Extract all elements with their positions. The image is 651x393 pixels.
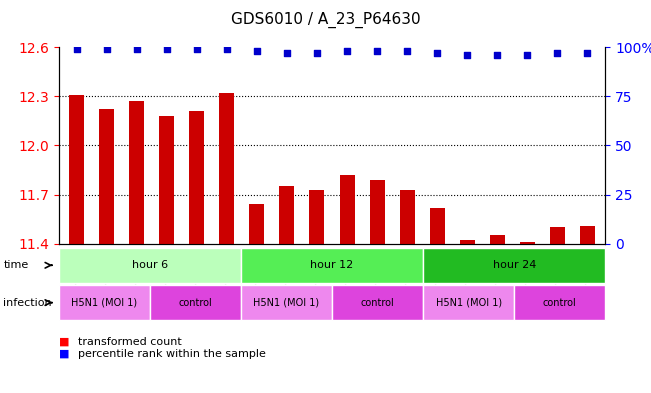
Point (252, 48, 262, 54)
Text: hour 6: hour 6 (132, 260, 168, 270)
Bar (279, 186, 294, 244)
Point (462, 52, 473, 58)
Point (582, 50, 592, 56)
Bar (519, 242, 535, 244)
Point (372, 48, 382, 54)
Text: hour 24: hour 24 (493, 260, 536, 270)
Point (102, 46, 112, 52)
Point (342, 48, 352, 54)
Bar (189, 111, 204, 244)
Text: control: control (543, 298, 577, 308)
Text: infection: infection (3, 298, 52, 308)
Point (161, 46, 172, 52)
Bar (400, 189, 415, 244)
Bar (430, 208, 445, 244)
Bar (309, 189, 324, 244)
Point (221, 46, 232, 52)
Text: control: control (178, 298, 212, 308)
Text: ■: ■ (59, 349, 69, 359)
Point (552, 50, 562, 56)
Text: GDS6010 / A_23_P64630: GDS6010 / A_23_P64630 (230, 12, 421, 28)
Text: H5N1 (MOI 1): H5N1 (MOI 1) (71, 298, 137, 308)
Bar (550, 227, 565, 244)
Bar (370, 180, 385, 244)
Bar (219, 93, 234, 244)
Text: transformed count: transformed count (78, 337, 182, 347)
Point (402, 48, 412, 54)
Point (132, 46, 142, 52)
Point (191, 46, 202, 52)
Text: hour 12: hour 12 (311, 260, 353, 270)
Point (492, 52, 503, 58)
Point (522, 52, 533, 58)
Text: H5N1 (MOI 1): H5N1 (MOI 1) (436, 298, 502, 308)
Bar (129, 101, 145, 244)
Bar (580, 226, 595, 244)
Bar (490, 235, 505, 244)
Bar (69, 95, 84, 244)
Point (72, 46, 82, 52)
Bar (159, 116, 174, 244)
Point (312, 50, 322, 56)
Point (282, 50, 292, 56)
Bar (249, 204, 264, 244)
Text: ■: ■ (59, 337, 69, 347)
Text: control: control (361, 298, 395, 308)
Text: percentile rank within the sample: percentile rank within the sample (78, 349, 266, 359)
Bar (99, 109, 114, 244)
Text: time: time (3, 260, 29, 270)
Text: H5N1 (MOI 1): H5N1 (MOI 1) (253, 298, 320, 308)
Bar (340, 175, 355, 244)
Point (432, 50, 443, 56)
Bar (460, 241, 475, 244)
